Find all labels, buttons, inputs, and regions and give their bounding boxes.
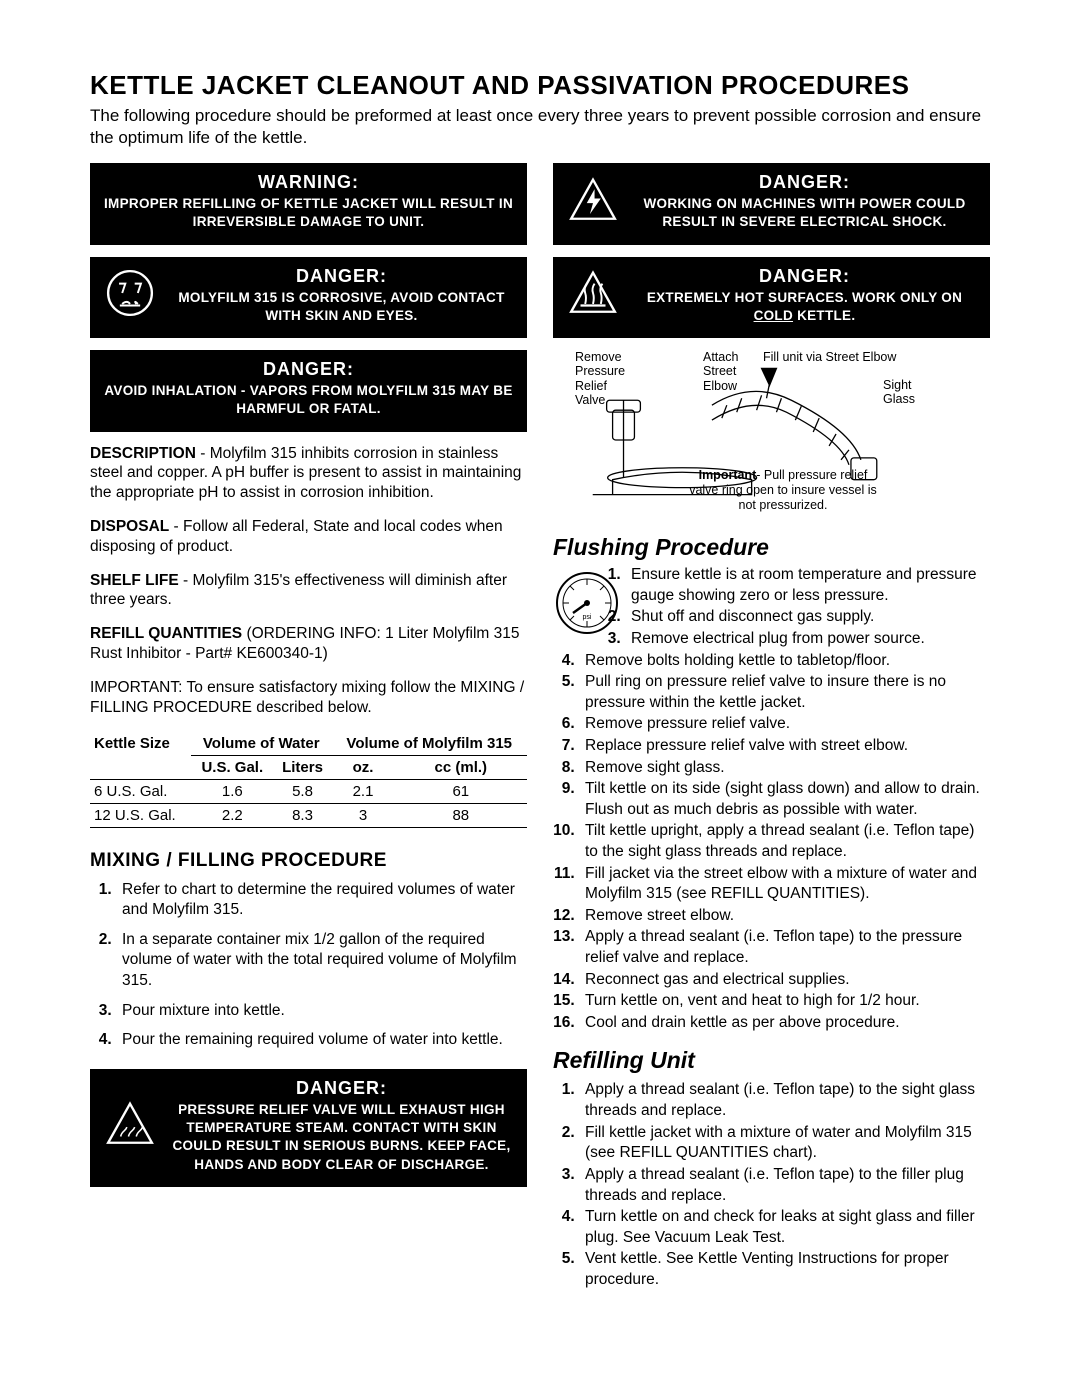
flushing-steps: Ensure kettle is at room temperature and… [553,565,990,1033]
sub-cc: cc (ml.) [395,755,527,779]
danger3-body: PRESSURE RELIEF VALVE WILL EXHAUST HIGH … [169,1101,514,1174]
rdanger2-body: EXTREMELY HOT SURFACES. WORK ONLY ON COL… [632,289,977,325]
quantities-table: Kettle Size Volume of Water Volume of Mo… [90,732,527,828]
hot-steam-icon [97,1099,163,1149]
warning-box: WARNING: IMPROPER REFILLING OF KETTLE JA… [90,163,527,244]
refilling-title: Refilling Unit [553,1047,990,1074]
diag-label-2: Attach Street Elbow [703,350,749,393]
list-item: Remove street elbow. [579,906,990,927]
refilling-steps: Apply a thread sealant (i.e. Teflon tape… [553,1080,990,1290]
warning-body: IMPROPER REFILLING OF KETTLE JACKET WILL… [101,195,516,231]
list-item: Fill kettle jacket with a mixture of wat… [579,1123,990,1164]
mixing-steps: Refer to chart to determine the required… [90,880,527,1051]
svg-text:psi: psi [583,614,592,621]
important-para: IMPORTANT: To ensure satisfactory mixing… [90,678,527,718]
list-item: Replace pressure relief valve with stree… [579,736,990,757]
list-item: Pour mixture into kettle. [116,1001,527,1022]
rdanger1-title: DANGER: [632,172,977,193]
sub-oz: oz. [331,755,394,779]
list-item: Ensure kettle is at room temperature and… [579,565,990,606]
list-item: Turn kettle on, vent and heat to high fo… [579,991,990,1012]
list-item: Refer to chart to determine the required… [116,880,527,921]
list-item: Tilt kettle upright, apply a thread seal… [579,821,990,862]
list-item: Apply a thread sealant (i.e. Teflon tape… [579,1165,990,1206]
list-item: Fill jacket via the street elbow with a … [579,864,990,905]
hot-surface-icon [560,268,626,318]
list-item: Remove sight glass. [579,758,990,779]
list-item: Remove bolts holding kettle to tabletop/… [579,651,990,672]
page: KETTLE JACKET CLEANOUT AND PASSIVATION P… [0,0,1080,1363]
corrosive-icon [97,268,163,318]
description-para: DESCRIPTION - Molyfilm 315 inhibits corr… [90,444,527,503]
danger2-title: DANGER: [101,359,516,380]
danger2-body: AVOID INHALATION - VAPORS FROM MOLYFILM … [101,382,516,418]
danger-electrical-box: DANGER: WORKING ON MACHINES WITH POWER C… [553,163,990,244]
flushing-title: Flushing Procedure [553,534,990,561]
danger1-title: DANGER: [169,266,514,287]
intro-text: The following procedure should be prefor… [90,105,990,149]
danger-steam-box: DANGER: PRESSURE RELIEF VALVE WILL EXHAU… [90,1069,527,1187]
sub-liters: Liters [274,755,332,779]
danger-hot-box: DANGER: EXTREMELY HOT SURFACES. WORK ONL… [553,257,990,338]
right-column: DANGER: WORKING ON MACHINES WITH POWER C… [553,163,990,1302]
th-moly: Volume of Molyfilm 315 [331,732,527,756]
list-item: Vent kettle. See Kettle Venting Instruct… [579,1249,990,1290]
diag-label-4: Sight Glass [883,378,923,407]
danger3-title: DANGER: [169,1078,514,1099]
left-column: WARNING: IMPROPER REFILLING OF KETTLE JA… [90,163,527,1302]
list-item: Tilt kettle on its side (sight glass dow… [579,779,990,820]
list-item: Remove electrical plug from power source… [579,629,990,650]
th-kettle: Kettle Size [90,732,191,780]
rdanger2-title: DANGER: [632,266,977,287]
list-item: Cool and drain kettle as per above proce… [579,1013,990,1034]
diag-label-3: Fill unit via Street Elbow [763,350,896,364]
danger1-body: MOLYFILM 315 IS CORROSIVE, AVOID CONTACT… [169,289,514,325]
th-water: Volume of Water [191,732,331,756]
danger-corrosive-box: DANGER: MOLYFILM 315 IS CORROSIVE, AVOID… [90,257,527,338]
rdanger1-body: WORKING ON MACHINES WITH POWER COULD RES… [632,195,977,231]
electrical-shock-icon [560,175,626,225]
danger-inhalation-box: DANGER: AVOID INHALATION - VAPORS FROM M… [90,350,527,431]
list-item: Shut off and disconnect gas supply. [579,607,990,628]
list-item: Pull ring on pressure relief valve to in… [579,672,990,713]
list-item: Reconnect gas and electrical supplies. [579,970,990,991]
list-item: Pour the remaining required volume of wa… [116,1030,527,1051]
diag-label-1: Remove Pressure Relief Valve [575,350,635,408]
list-item: Apply a thread sealant (i.e. Teflon tape… [579,1080,990,1121]
shelf-para: SHELF LIFE - Molyfilm 315's effectivenes… [90,571,527,611]
list-item: In a separate container mix 1/2 gallon o… [116,930,527,992]
page-title: KETTLE JACKET CLEANOUT AND PASSIVATION P… [90,70,990,101]
refill-para: REFILL QUANTITIES (ORDERING INFO: 1 Lite… [90,624,527,664]
sub-gal: U.S. Gal. [191,755,274,779]
list-item: Remove pressure relief valve. [579,714,990,735]
fill-diagram: Remove Pressure Relief Valve Attach Stre… [553,350,990,520]
disposal-para: DISPOSAL - Follow all Federal, State and… [90,517,527,557]
list-item: Turn kettle on and check for leaks at si… [579,1207,990,1248]
list-item: Apply a thread sealant (i.e. Teflon tape… [579,927,990,968]
table-row: 12 U.S. Gal. 2.2 8.3 3 88 [90,803,527,827]
table-row: 6 U.S. Gal. 1.6 5.8 2.1 61 [90,779,527,803]
mixing-title: MIXING / FILLING PROCEDURE [90,850,527,872]
warning-title: WARNING: [101,172,516,193]
diag-important: Important- Pull pressure relief valve ri… [683,468,883,513]
